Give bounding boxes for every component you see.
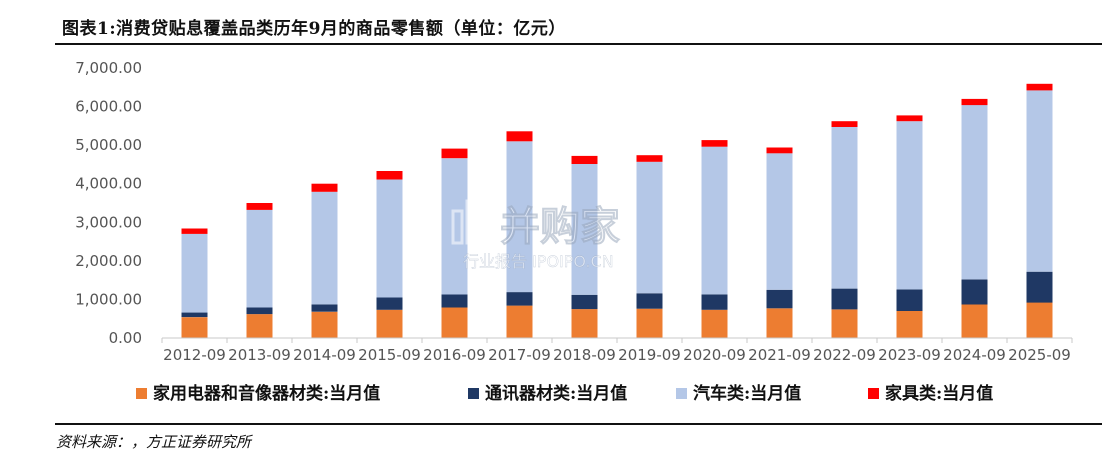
bar-2016-09-series-0: [441, 307, 468, 338]
bar-2016-09-series-1: [441, 294, 468, 308]
bar-2015-09-series-0: [376, 309, 403, 338]
legend-label-1: 通讯器材类:当月值: [485, 383, 627, 404]
top-rule: [55, 43, 1102, 45]
x-tick-label: 2018-09: [553, 346, 616, 364]
x-tick-label: 2023-09: [878, 346, 941, 364]
x-tick-label: 2014-09: [293, 346, 356, 364]
bar-2022-09-series-2: [831, 127, 858, 289]
bar-2014-09-series-1: [311, 304, 338, 312]
bar-2022-09-series-1: [831, 288, 858, 310]
bar-2012-09-series-0: [181, 317, 208, 338]
bar-2018-09-series-1: [571, 294, 598, 310]
bar-2017-09-series-3: [506, 131, 533, 142]
bar-2012-09-series-1: [181, 312, 208, 318]
x-axis-ticks: 2012-09 2013-09 2014-09 2015-09 2016-09 2017-…: [161, 338, 1073, 364]
bar-2021-09-series-0: [766, 308, 793, 338]
bar-2020-09-series-3: [701, 140, 728, 147]
bar-2017-09-series-1: [506, 292, 533, 306]
bar-2015-09-series-1: [376, 297, 403, 310]
bar-2016-09-series-3: [441, 148, 468, 159]
bar-2019-09-series-1: [636, 293, 663, 309]
bar-2022-09-series-3: [831, 121, 858, 127]
bar-2021-09-series-1: [766, 289, 793, 309]
legend-swatch-3: [868, 388, 879, 399]
bar-2023-09-series-3: [896, 115, 923, 122]
legend-swatch-2: [676, 388, 687, 399]
watermark: 并购家 行业报告 IPOIPO.CN: [451, 199, 620, 271]
x-tick-label: 2025-09: [1008, 346, 1071, 364]
bar-2018-09-series-0: [571, 309, 598, 338]
bar-2025-09-series-1: [1026, 271, 1053, 303]
bar-2018-09-series-2: [571, 164, 598, 295]
legend: 家用电器和音像器材类:当月值 通讯器材类:当月值 汽车类:当月值 家具类:当月值: [136, 383, 993, 404]
bar-2024-09-series-1: [961, 279, 988, 305]
bar-2020-09-series-0: [701, 309, 728, 338]
bars-layer: [181, 83, 1053, 338]
x-tick-label: 2013-09: [228, 346, 291, 364]
bar-2023-09-series-0: [896, 311, 923, 338]
bar-2023-09-series-2: [896, 121, 923, 290]
watermark-logo-icon: [451, 199, 492, 245]
x-tick-label: 2017-09: [488, 346, 551, 364]
y-tick-label: 5,000.00: [75, 136, 142, 154]
bar-2013-09-series-3: [246, 203, 273, 210]
bar-2015-09-series-2: [376, 179, 403, 298]
legend-swatch-1: [468, 388, 479, 399]
bar-2014-09-series-0: [311, 311, 338, 338]
bar-2024-09-series-0: [961, 304, 988, 338]
bar-2012-09-series-3: [181, 228, 208, 234]
bar-2013-09-series-2: [246, 209, 273, 308]
legend-label-0: 家用电器和音像器材类:当月值: [153, 383, 380, 404]
watermark-sub: 行业报告 IPOIPO.CN: [463, 252, 614, 271]
x-tick-label: 2019-09: [618, 346, 681, 364]
bar-2013-09-series-0: [246, 314, 273, 338]
bar-2025-09-series-0: [1026, 302, 1053, 338]
source-note: 资料来源：，方正证券研究所: [56, 433, 252, 451]
bar-2018-09-series-3: [571, 155, 598, 164]
x-tick-label: 2016-09: [423, 346, 486, 364]
watermark-main: 并购家: [500, 204, 620, 250]
bar-2015-09-series-3: [376, 171, 403, 180]
bar-2023-09-series-1: [896, 289, 923, 311]
bar-2017-09-series-0: [506, 305, 533, 338]
bar-2017-09-series-2: [506, 141, 533, 293]
legend-swatch-0: [136, 388, 147, 399]
x-tick-label: 2020-09: [683, 346, 746, 364]
bar-2020-09-series-1: [701, 294, 728, 310]
y-tick-label: 7,000.00: [75, 59, 142, 77]
bar-2024-09-series-3: [961, 98, 988, 106]
chart-title: 图表1:消费贷贴息覆盖品类历年9月的商品零售额（单位：亿元）: [62, 19, 566, 39]
bar-2019-09-series-2: [636, 161, 663, 294]
legend-label-2: 汽车类:当月值: [693, 383, 801, 404]
bar-2021-09-series-2: [766, 153, 793, 290]
bar-2025-09-series-2: [1026, 90, 1053, 272]
x-tick-label: 2021-09: [748, 346, 811, 364]
bar-2022-09-series-0: [831, 309, 858, 338]
y-axis-ticks: 0.00 1,000.00 2,000.00 3,000.00 4,000.00 5,00…: [75, 59, 142, 347]
bar-2013-09-series-1: [246, 307, 273, 315]
bar-2024-09-series-2: [961, 105, 988, 280]
x-tick-label: 2024-09: [943, 346, 1006, 364]
bar-2019-09-series-0: [636, 308, 663, 338]
x-tick-label: 2012-09: [163, 346, 226, 364]
x-tick-label: 2022-09: [813, 346, 876, 364]
bar-2014-09-series-2: [311, 191, 338, 305]
bar-2021-09-series-3: [766, 147, 793, 154]
y-tick-label: 0.00: [109, 329, 142, 347]
x-tick-label: 2015-09: [358, 346, 421, 364]
bar-2019-09-series-3: [636, 155, 663, 162]
y-tick-label: 6,000.00: [75, 98, 142, 116]
y-tick-label: 4,000.00: [75, 175, 142, 193]
bar-2020-09-series-2: [701, 146, 728, 295]
y-tick-label: 3,000.00: [75, 213, 142, 231]
y-tick-label: 2,000.00: [75, 252, 142, 270]
bottom-rule: [55, 423, 1102, 425]
bar-2012-09-series-2: [181, 233, 208, 313]
legend-label-3: 家具类:当月值: [885, 383, 993, 404]
bar-2025-09-series-3: [1026, 83, 1053, 91]
bar-2014-09-series-3: [311, 183, 338, 192]
y-tick-label: 1,000.00: [75, 290, 142, 308]
